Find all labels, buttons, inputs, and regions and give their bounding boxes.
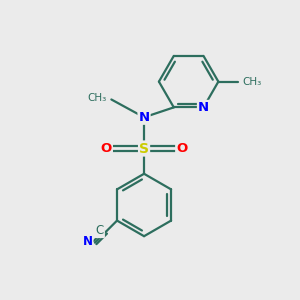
Text: C: C (96, 224, 104, 237)
Text: CH₃: CH₃ (88, 93, 107, 103)
Text: N: N (139, 111, 150, 124)
Text: N: N (82, 235, 93, 248)
Text: N: N (198, 101, 209, 114)
Text: O: O (101, 142, 112, 155)
Text: S: S (139, 142, 149, 155)
Text: O: O (176, 142, 188, 155)
Text: CH₃: CH₃ (242, 76, 261, 87)
